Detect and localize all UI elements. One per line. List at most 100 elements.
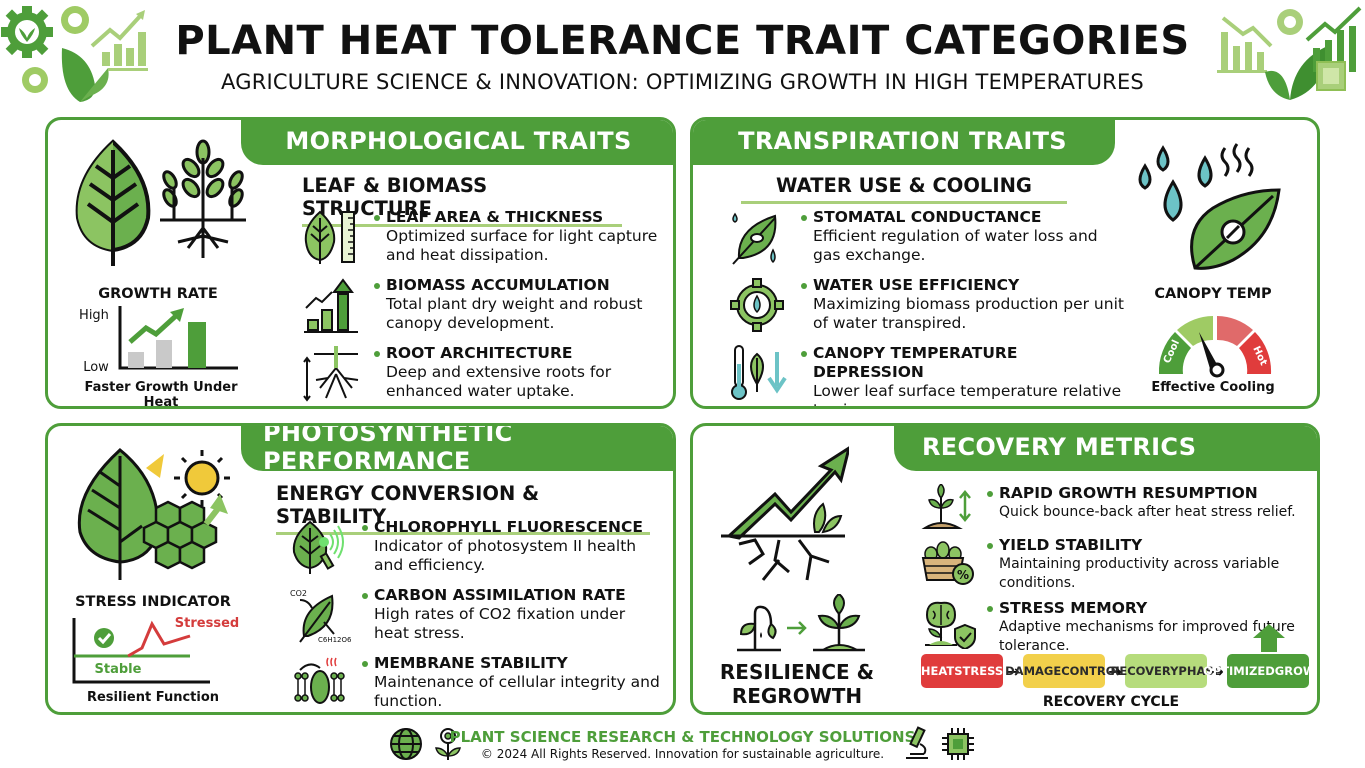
step-line1: DAMAGE (1005, 664, 1062, 678)
up-arrow-icon (1253, 624, 1285, 652)
glucose-label: C6H12O6 (318, 636, 352, 644)
trait-title: CARBON ASSIMILATION RATE (362, 586, 660, 605)
panel-recovery-metrics: RECOVERY METRICS RESILIENCE & REGROWTH (690, 423, 1320, 715)
trait-title: MEMBRANE STABILITY (362, 654, 660, 673)
step-line2: PHASE (1178, 664, 1222, 678)
step-line1: OPTIMIZED (1202, 664, 1275, 678)
panel-title: TRANSPIRATION TRAITS (693, 120, 1115, 165)
gear-icon (1, 6, 53, 58)
carbon-leaf-icon: CO2 C6H12O6 (290, 589, 352, 644)
header-left-decoration-icon (1, 6, 148, 102)
trait-description: Deep and extensive roots for enhanced wa… (386, 363, 612, 400)
trait-title: LEAF AREA & THICKNESS (374, 208, 672, 227)
trait-description: Adaptive mechanisms for improved future … (999, 619, 1295, 654)
leaf-icon (61, 48, 96, 102)
microscope-icon (906, 726, 928, 759)
leaf-icon (1265, 70, 1290, 100)
panel-subheading: ENERGY CONVERSION & STABILITY (276, 482, 650, 535)
leaf-sun-molecule-illustration-icon (77, 448, 230, 580)
water-leaf-illustration-icon (1138, 143, 1281, 270)
thermometer-leaf-icon (731, 345, 787, 400)
growth-arrow-soil-illustration-icon (721, 446, 849, 581)
footer-copyright: © 2024 All Rights Reserved. Innovation f… (480, 747, 885, 761)
trait-list: STOMATAL CONDUCTANCE Efficient regulatio… (729, 208, 1129, 406)
biomass-bars-icon (304, 278, 358, 333)
trait-title: CHLOROPHYLL FLUORESCENCE (362, 518, 660, 537)
growth-rate-title: GROWTH RATE (98, 286, 218, 302)
page-title: PLANT HEAT TOLERANCE TRAIT CATEGORIES (175, 18, 1190, 64)
cycle-step-damage-control: DAMAGE CONTROL (1005, 654, 1123, 688)
trait-description: High rates of CO2 fixation under heat st… (374, 605, 626, 642)
chip-icon (942, 728, 974, 760)
trait-title: YIELD STABILITY (987, 536, 1301, 555)
trait-item: STOMATAL CONDUCTANCE Efficient regulatio… (729, 208, 1129, 266)
flower-icon (435, 728, 461, 760)
trait-title: STRESS MEMORY (987, 599, 1301, 618)
trait-title: STOMATAL CONDUCTANCE (801, 208, 1129, 227)
trait-item: % YIELD STABILITY Maintaining productivi… (921, 536, 1301, 593)
arrow-right-icon: → (1210, 661, 1224, 681)
leaf-ruler-icon (304, 210, 355, 264)
co2-label: CO2 (290, 589, 307, 598)
trait-title: BIOMASS ACCUMULATION (374, 276, 672, 295)
stress-indicator-caption: Resilient Function (86, 690, 220, 705)
page-subtitle: AGRICULTURE SCIENCE & INNOVATION: OPTIMI… (221, 70, 1144, 94)
trait-description: Maintaining productivity across variable… (999, 556, 1280, 591)
resilience-caption-line2: REGROWTH (731, 684, 863, 708)
step-line2: CONTROL (1061, 664, 1123, 678)
growth-rate-y-high: High (79, 308, 109, 323)
trait-item: CO2 C6H12O6 CARBON ASSIMILATION RATE Hig… (290, 586, 660, 644)
trait-description: Maximizing biomass production per unit o… (813, 295, 1124, 332)
stress-indicator-chart (72, 618, 210, 684)
resilience-caption: RESILIENCE & REGROWTH (707, 660, 887, 708)
trait-description: Total plant dry weight and robust canopy… (386, 295, 643, 332)
footer-title: PLANT SCIENCE RESEARCH & TECHNOLOGY SOLU… (449, 728, 916, 746)
canopy-temp-gauge: Cool Hot (1158, 316, 1272, 378)
gear-drop-icon (730, 278, 784, 332)
step-line2: GROWTH (1274, 664, 1317, 678)
trait-item: WATER USE EFFICIENCY Maximizing biomass … (729, 276, 1129, 334)
trait-title: WATER USE EFFICIENCY (801, 276, 1129, 295)
trait-item: ROOT ARCHITECTURE Deep and extensive roo… (302, 344, 672, 402)
trait-description: Efficient regulation of water loss and g… (813, 227, 1098, 264)
trait-item: STRESS MEMORY Adaptive mechanisms for im… (921, 599, 1301, 656)
panel-subheading: LEAF & BIOMASS STRUCTURE (302, 174, 622, 227)
growth-rate-chart (118, 306, 238, 370)
harvest-basket-icon: % (921, 541, 974, 585)
globe-icon (390, 728, 422, 760)
trait-description: Indicator of photosystem II health and e… (374, 537, 637, 574)
step-line1: RECOVERY (1110, 664, 1179, 678)
resilience-caption-line1: RESILIENCE & (719, 660, 875, 684)
svg-text:%: % (957, 568, 969, 582)
footer: PLANT SCIENCE RESEARCH & TECHNOLOGY SOLU… (0, 722, 1365, 768)
leaf-icon (75, 139, 151, 266)
bar-chart-icon (90, 10, 148, 71)
cycle-step-optimized-growth: OPTIMIZEDGROWTH (1203, 654, 1317, 688)
trait-title: RAPID GROWTH RESUMPTION (987, 484, 1301, 503)
gear-icon (1277, 9, 1303, 35)
wilted-to-healthy-plant-icon (737, 594, 865, 652)
plant-with-roots-icon (160, 139, 246, 258)
trait-item: BIOMASS ACCUMULATION Total plant dry wei… (302, 276, 672, 334)
stress-indicator-stressed-label: Stressed (174, 616, 240, 631)
panel-title: PHOTOSYNTHETIC PERFORMANCE (241, 426, 673, 475)
trait-title: ROOT ARCHITECTURE (374, 344, 672, 363)
trait-title: CANOPY TEMPERATURE DEPRESSION (801, 344, 1129, 382)
step-line1: HEAT (920, 664, 955, 678)
panel-title: RECOVERY METRICS (894, 426, 1317, 471)
stress-indicator-stable-label: Stable (94, 662, 142, 677)
trait-list: LEAF AREA & THICKNESS Optimized surface … (302, 208, 672, 406)
stress-indicator-title: STRESS INDICATOR (75, 594, 231, 610)
trait-item: CANOPY TEMPERATURE DEPRESSION Lower leaf… (729, 344, 1129, 406)
header-right-decoration-icon (1217, 6, 1362, 100)
trait-list: CHLOROPHYLL FLUORESCENCE Indicator of ph… (290, 518, 660, 712)
trait-item: MEMBRANE STABILITY Maintenance of cellul… (290, 654, 660, 712)
membrane-icon (294, 657, 345, 704)
trait-description: Lower leaf surface temperature relative … (813, 382, 1122, 406)
cycle-step-heat-stress: HEAT STRESS (921, 654, 1003, 688)
panel-morphological-traits: MORPHOLOGICAL TRAITS GROWTH RATE High Lo… (45, 117, 676, 409)
canopy-temp-title: CANOPY TEMP (1154, 286, 1272, 302)
panel-transpiration-traits: TRANSPIRATION TRAITS WATER USE & COOLING… (690, 117, 1320, 409)
trait-description: Maintenance of cellular integrity and fu… (374, 673, 660, 710)
panel-subheading: WATER USE & COOLING (741, 174, 1067, 204)
